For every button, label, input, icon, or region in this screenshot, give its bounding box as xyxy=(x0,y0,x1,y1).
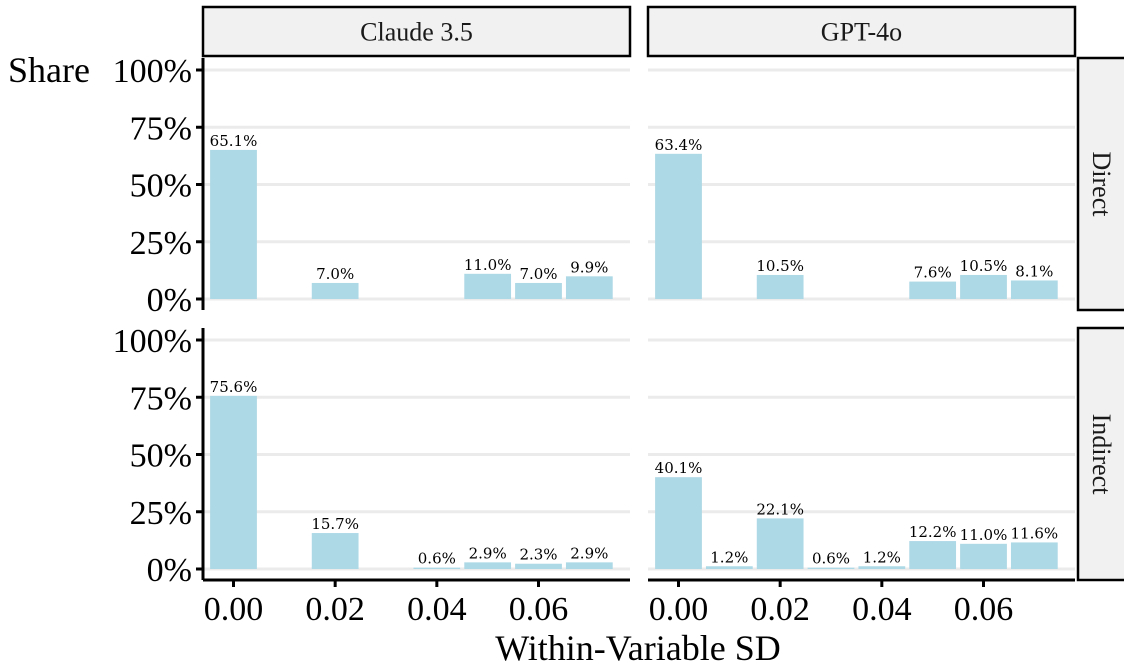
bar xyxy=(210,149,257,299)
bar xyxy=(705,566,753,569)
y-tick-label: 25% xyxy=(130,495,192,532)
bar-value-label: 1.2% xyxy=(863,548,901,566)
bar xyxy=(655,477,702,569)
y-tick-label: 100% xyxy=(113,323,192,360)
x-axis-title: Within-Variable SD xyxy=(495,628,781,667)
bar xyxy=(858,566,906,569)
bar xyxy=(960,274,1007,299)
bar-value-label: 40.1% xyxy=(655,459,703,477)
bar-value-label: 10.5% xyxy=(960,257,1008,275)
y-axis-title: Share xyxy=(8,50,90,90)
x-tick-label: 0.00 xyxy=(649,591,709,628)
bar xyxy=(655,153,702,299)
y-tick-label: 0% xyxy=(147,282,192,319)
bar xyxy=(413,567,461,569)
bar xyxy=(756,274,804,299)
x-tick-label: 0.00 xyxy=(204,591,264,628)
bar-value-label: 2.9% xyxy=(469,544,507,562)
bar-value-label: 7.0% xyxy=(519,265,557,283)
column-strip-label: GPT-4o xyxy=(821,18,902,47)
x-axes: 0.00 0.02 0.04 0.06 0.00 0.02 0.04 0.06 xyxy=(203,578,1075,628)
panel: 75.6% 15.7% 0.6% 2.9% 2.3% 2.9% xyxy=(203,338,630,571)
column-strip-box xyxy=(646,5,1077,58)
y-tick-label: 75% xyxy=(130,380,192,417)
bar-value-label: 0.6% xyxy=(418,550,456,568)
y-tick-label: 25% xyxy=(130,225,192,262)
bar xyxy=(311,282,359,299)
x-tick-label: 0.02 xyxy=(305,591,365,628)
y-tick-label: 75% xyxy=(130,110,192,147)
bar-value-label: 11.0% xyxy=(464,256,512,274)
bar-value-label: 15.7% xyxy=(311,515,359,533)
panel: 63.4% 10.5% 7.6% 10.5% 8.1% xyxy=(648,68,1075,301)
bar-value-label: 9.9% xyxy=(570,258,608,276)
chart-panels: 65.1% 7.0% 11.0% 7.0% 9.9% 63.4% 10.5% 7.6% 10.5… xyxy=(203,68,1075,571)
column-strips: Claude 3.5 GPT-4o xyxy=(201,5,1077,58)
x-tick-label: 0.04 xyxy=(407,591,467,628)
bar-value-label: 11.0% xyxy=(960,526,1008,544)
bar-value-label: 0.6% xyxy=(812,550,850,568)
y-axes: 0% 25% 50% 75% 100% 0% 25% 50% 75% 100% xyxy=(113,53,205,589)
y-tick-label: 50% xyxy=(130,168,192,205)
bar xyxy=(464,273,512,299)
column-strip-box xyxy=(201,5,632,58)
bar xyxy=(515,282,562,299)
row-strips: Direct Indirect xyxy=(1076,56,1124,582)
bar-value-label: 11.6% xyxy=(1011,524,1059,542)
bar-value-label: 1.2% xyxy=(710,548,748,566)
bar xyxy=(756,518,804,569)
bar xyxy=(210,395,257,569)
x-tick-label: 0.02 xyxy=(750,591,810,628)
bar-value-label: 75.6% xyxy=(210,378,258,396)
row-strip-label: Indirect xyxy=(1087,414,1116,496)
bar-value-label: 8.1% xyxy=(1015,262,1053,280)
bar xyxy=(311,533,359,569)
bar xyxy=(1010,280,1058,299)
panel: 65.1% 7.0% 11.0% 7.0% 9.9% xyxy=(203,68,630,301)
y-tick-label: 100% xyxy=(113,53,192,90)
bar xyxy=(565,562,613,569)
panel: 40.1% 1.2% 22.1% 0.6% 1.2% 12.2% 11.0% 11.6% xyxy=(648,338,1075,571)
bar xyxy=(1010,542,1058,569)
bar-value-label: 10.5% xyxy=(756,257,804,275)
x-tick-label: 0.04 xyxy=(852,591,912,628)
bar xyxy=(909,541,957,569)
bar-value-label: 12.2% xyxy=(909,523,957,541)
bar-value-label: 22.1% xyxy=(756,500,804,518)
bar xyxy=(960,543,1007,569)
bar xyxy=(909,281,957,299)
row-strip-box xyxy=(1076,56,1124,312)
row-strip-box xyxy=(1076,326,1124,582)
column-strip-label: Claude 3.5 xyxy=(360,18,473,47)
y-tick-label: 50% xyxy=(130,438,192,475)
bar xyxy=(464,562,512,569)
bar-value-label: 2.3% xyxy=(519,546,557,564)
bar-value-label: 63.4% xyxy=(655,136,703,154)
x-tick-label: 0.06 xyxy=(509,591,569,628)
bar xyxy=(565,276,613,299)
bar-value-label: 7.6% xyxy=(914,264,952,282)
row-strip-label: Direct xyxy=(1087,152,1116,218)
bar-value-label: 2.9% xyxy=(570,544,608,562)
bar-value-label: 65.1% xyxy=(210,132,258,150)
y-tick-label: 0% xyxy=(147,552,192,589)
bar xyxy=(807,567,855,569)
x-tick-label: 0.06 xyxy=(954,591,1014,628)
bar-value-label: 7.0% xyxy=(316,265,354,283)
bar xyxy=(515,563,562,569)
